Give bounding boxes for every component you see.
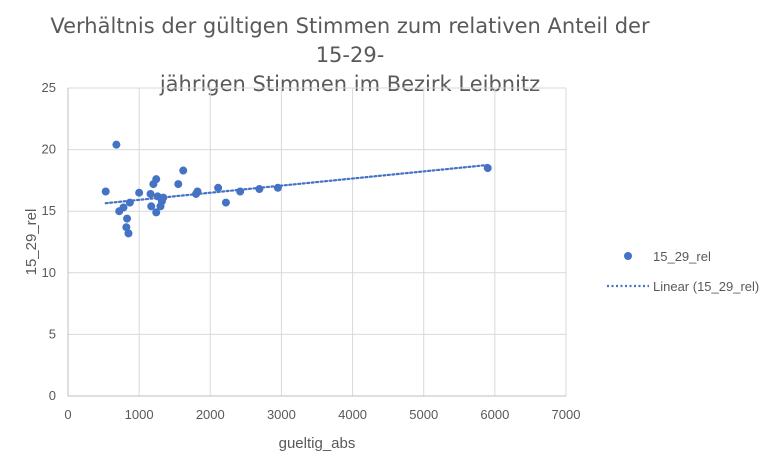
- x-tick-label: 7000: [552, 407, 581, 422]
- data-point: [174, 180, 183, 189]
- data-point: [146, 189, 155, 198]
- data-point: [147, 202, 156, 211]
- chart-title: Verhältnis der gültigen Stimmen zum rela…: [40, 12, 660, 99]
- data-point: [152, 175, 161, 184]
- data-point: [122, 223, 131, 232]
- x-tick-label: 6000: [480, 407, 509, 422]
- x-axis-title: gueltig_abs: [279, 435, 356, 452]
- data-point: [214, 183, 223, 192]
- x-tick-label: 2000: [196, 407, 225, 422]
- data-point: [112, 140, 121, 149]
- x-tick-label: 4000: [338, 407, 367, 422]
- y-tick-label: 0: [49, 388, 56, 403]
- data-point: [179, 166, 188, 175]
- data-point: [123, 214, 132, 223]
- data-point: [101, 187, 110, 196]
- data-point: [152, 208, 161, 217]
- data-point: [255, 185, 264, 194]
- data-point: [135, 188, 144, 197]
- y-tick-label: 25: [42, 80, 56, 95]
- x-tick-label: 5000: [409, 407, 438, 422]
- y-tick-label: 20: [42, 142, 56, 157]
- data-point: [119, 203, 128, 212]
- chart-title-line-1: Verhältnis der gültigen Stimmen zum rela…: [50, 14, 650, 67]
- legend-label-series: 15_29_rel: [653, 249, 711, 264]
- y-tick-label: 5: [49, 326, 56, 341]
- y-tick-label: 15: [42, 203, 56, 218]
- legend-marker-series: [624, 252, 632, 260]
- data-point: [124, 229, 133, 238]
- trendline: [104, 163, 489, 205]
- data-point: [221, 198, 230, 207]
- legend-label-trendline: Linear (15_29_rel): [653, 279, 759, 294]
- x-tick-label: 1000: [125, 407, 154, 422]
- x-tick-label: 0: [64, 407, 71, 422]
- y-axis-title: 15_29_rel: [23, 209, 40, 276]
- y-tick-label: 10: [42, 265, 56, 280]
- x-tick-label: 3000: [267, 407, 296, 422]
- chart-title-line-2: jährigen Stimmen im Bezirk Leibnitz: [159, 72, 541, 96]
